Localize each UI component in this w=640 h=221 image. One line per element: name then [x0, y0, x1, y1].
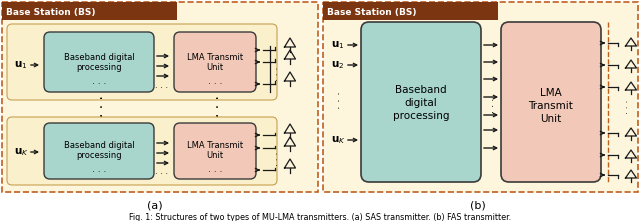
Bar [2, 2, 177, 20]
Text: processing: processing [393, 111, 449, 121]
Text: (b): (b) [470, 200, 486, 210]
Text: Unit: Unit [207, 63, 223, 72]
Text: LMA Transmit: LMA Transmit [187, 53, 243, 63]
Text: Baseband: Baseband [395, 85, 447, 95]
Text: Unit: Unit [540, 114, 562, 124]
FancyBboxPatch shape [7, 117, 277, 185]
Text: $\mathbf{u}_1$: $\mathbf{u}_1$ [331, 39, 344, 51]
Text: . . .: . . . [92, 95, 106, 117]
Text: Unit: Unit [207, 151, 223, 160]
Text: . . .: . . . [156, 168, 168, 177]
Text: . . .: . . . [271, 67, 280, 81]
Text: . . .: . . . [271, 152, 280, 166]
Text: $\mathbf{u}_K$: $\mathbf{u}_K$ [14, 146, 29, 158]
Text: processing: processing [76, 63, 122, 72]
Bar [2, 2, 318, 192]
Text: Fig. 1: Structures of two types of MU-LMA transmitters. (a) SAS transmitter. (b): Fig. 1: Structures of two types of MU-LM… [129, 213, 511, 221]
FancyBboxPatch shape [44, 32, 154, 92]
Text: processing: processing [76, 151, 122, 160]
Text: Transmit: Transmit [529, 101, 573, 111]
FancyBboxPatch shape [44, 123, 154, 179]
Text: . . .: . . . [92, 76, 106, 86]
Text: . . .: . . . [621, 100, 630, 114]
Text: . . .: . . . [486, 97, 496, 113]
FancyBboxPatch shape [501, 22, 601, 182]
Text: . . .: . . . [332, 91, 342, 109]
Bar [323, 2, 498, 20]
Text: . . .: . . . [208, 76, 222, 86]
Text: Baseband digital: Baseband digital [63, 53, 134, 63]
Text: Baseband digital: Baseband digital [63, 141, 134, 149]
Text: LMA: LMA [540, 88, 562, 98]
Text: $\mathbf{u}_2$: $\mathbf{u}_2$ [331, 59, 344, 71]
Text: . . .: . . . [208, 164, 222, 173]
Text: $\mathbf{u}_K$: $\mathbf{u}_K$ [331, 134, 346, 146]
FancyBboxPatch shape [174, 32, 256, 92]
Text: . . .: . . . [92, 164, 106, 173]
FancyBboxPatch shape [7, 24, 277, 100]
FancyBboxPatch shape [174, 123, 256, 179]
Text: Base Station (BS): Base Station (BS) [327, 8, 417, 17]
Text: Base Station (BS): Base Station (BS) [6, 8, 95, 17]
Text: $\mathbf{u}_1$: $\mathbf{u}_1$ [14, 59, 28, 71]
Text: . . .: . . . [156, 80, 168, 90]
Text: digital: digital [404, 98, 437, 108]
Text: . . .: . . . [208, 95, 222, 117]
FancyBboxPatch shape [361, 22, 481, 182]
Bar [323, 2, 638, 192]
Text: LMA Transmit: LMA Transmit [187, 141, 243, 149]
Text: (a): (a) [147, 200, 163, 210]
